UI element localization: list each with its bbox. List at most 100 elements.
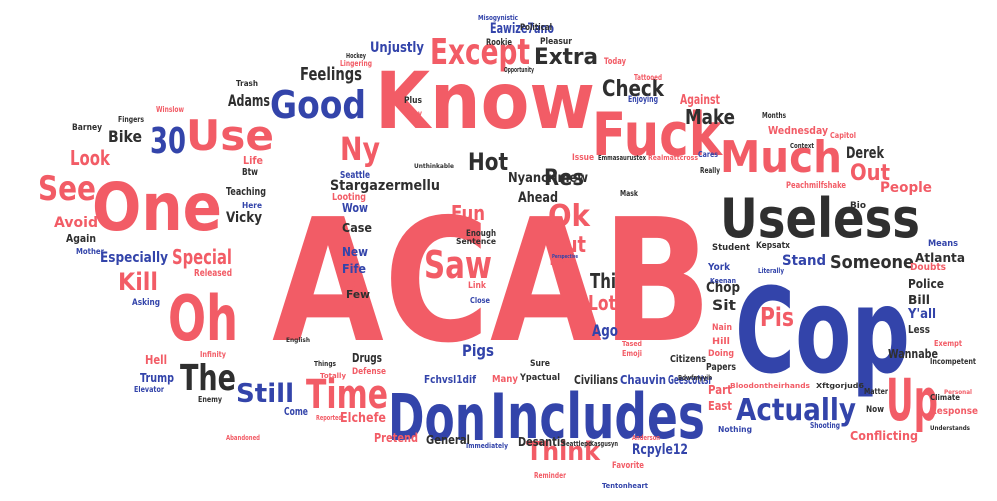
word: English <box>286 337 310 344</box>
word: Close <box>470 296 490 305</box>
word: Life <box>243 154 263 167</box>
word: Abandoned <box>226 434 260 442</box>
word: Released <box>194 268 232 279</box>
word: Feelings <box>300 64 362 85</box>
word: Enjoying <box>628 95 658 105</box>
word: Come <box>284 405 308 418</box>
word: Fun <box>451 201 485 225</box>
word: East <box>708 399 732 413</box>
word: Seattlepd <box>562 440 592 448</box>
word: Less <box>908 323 930 336</box>
word: Today <box>604 57 626 67</box>
word: Pleasur <box>540 37 572 47</box>
word: Bio <box>850 201 866 211</box>
word: Enemy <box>198 395 223 404</box>
word: Emmasaurustex <box>598 154 646 162</box>
word: Ahead <box>518 190 558 206</box>
word: Oh <box>168 282 238 355</box>
word: Things <box>314 360 336 368</box>
word: Except <box>430 32 530 73</box>
word: Political <box>520 23 552 33</box>
word: Btw <box>242 167 258 178</box>
word: Okay <box>404 109 423 118</box>
word: Really <box>700 166 721 175</box>
word: Bike <box>108 127 142 146</box>
word: Bdwfmyyih <box>678 374 712 382</box>
word: Unthinkable <box>414 163 454 170</box>
word: Mask <box>620 189 639 198</box>
word: Seattle <box>340 170 370 181</box>
word: Doubts <box>910 262 946 273</box>
word: Sentence <box>456 237 497 246</box>
word: Chop <box>706 280 740 296</box>
word: Opportunity <box>504 66 534 74</box>
word: Rcpyle12 <box>632 442 688 458</box>
word: Defense <box>352 367 386 377</box>
word: Someone <box>830 252 914 273</box>
word: Literally <box>758 267 784 275</box>
word: General <box>426 433 470 447</box>
word: Many <box>492 374 518 385</box>
word: Res <box>544 166 584 191</box>
word: Here <box>242 201 263 210</box>
word: Xftgorjud6 <box>816 382 864 390</box>
word: Ypactual <box>519 373 560 383</box>
word: Down <box>346 304 364 312</box>
word: Stargazermellu <box>330 178 440 194</box>
word: Climate <box>930 393 960 402</box>
word: Keenan <box>710 277 736 285</box>
word: York <box>707 262 730 273</box>
word: Geescottsr <box>668 373 712 387</box>
word: Drugs <box>352 351 382 365</box>
word: Sit <box>712 298 736 314</box>
word: Sure <box>530 359 550 369</box>
word: Fchvsl1dif <box>424 373 476 386</box>
word: Emoji <box>622 349 642 358</box>
word: Nancy <box>550 258 576 268</box>
word: Few <box>346 288 370 301</box>
word: Incompetent <box>930 357 976 366</box>
word: Tased <box>622 340 642 348</box>
word: Hockey <box>346 52 366 60</box>
word: Out <box>850 161 890 186</box>
word: Rookie <box>486 38 512 48</box>
word: Exempt <box>934 339 962 348</box>
word: Understands <box>930 425 970 432</box>
word: Again <box>66 232 96 245</box>
word: Much <box>720 132 842 183</box>
word: Anderson <box>632 434 660 442</box>
word: Stand <box>782 253 826 269</box>
word: Elchefe <box>340 411 386 426</box>
word: Trump <box>140 371 174 385</box>
word: Look <box>70 146 111 170</box>
word: Teaching <box>226 185 266 198</box>
word: Case <box>342 221 372 235</box>
word: Reported <box>316 414 342 422</box>
word: Shooting <box>810 421 840 430</box>
word: Talking <box>342 284 364 292</box>
word: 30 <box>150 121 186 162</box>
word: Adams <box>228 91 270 110</box>
word: Wow <box>342 201 368 215</box>
word: Capitol <box>830 131 856 140</box>
word: Issue <box>572 153 594 163</box>
word: Brain <box>344 276 364 284</box>
word: Response <box>930 406 978 417</box>
word: Asking <box>132 298 160 308</box>
word: Use <box>186 111 274 160</box>
word: Pis <box>760 303 794 333</box>
word: Ny <box>340 130 380 168</box>
word: Part <box>708 383 732 397</box>
word: Includes <box>490 380 705 453</box>
word: Trash <box>236 79 258 88</box>
word: Favorite <box>612 461 644 471</box>
word: Hill <box>712 337 730 347</box>
word: Police <box>908 277 944 291</box>
word: Y'all <box>907 307 936 322</box>
word: Fuck <box>592 100 724 170</box>
word: Bloodontheirhands <box>730 382 810 390</box>
word: Put <box>552 233 586 258</box>
word: Kill <box>118 268 158 296</box>
word: Make <box>685 105 735 129</box>
